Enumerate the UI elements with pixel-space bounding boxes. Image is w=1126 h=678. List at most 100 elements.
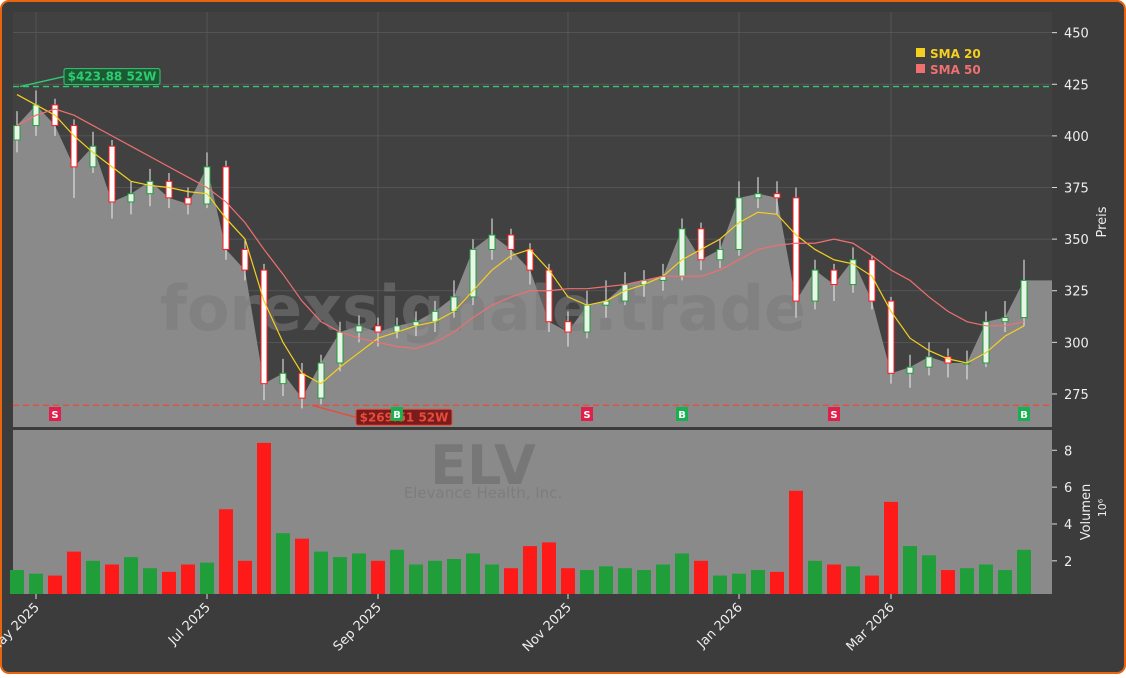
- ticker-watermark: ELV: [430, 434, 536, 497]
- volume-bar: [371, 560, 385, 594]
- signal-box: [676, 407, 688, 421]
- volume-bar: [656, 564, 670, 594]
- candle-body: [298, 372, 306, 399]
- volume-bar: [732, 573, 746, 594]
- candle-body: [317, 362, 325, 399]
- candle-body: [678, 228, 686, 277]
- signal-label: B: [678, 410, 686, 421]
- candle-body: [621, 284, 629, 302]
- candle-body: [203, 166, 211, 205]
- y-tick-label: 350: [1064, 233, 1089, 248]
- volume-bar: [409, 564, 423, 594]
- candle-body: [583, 304, 591, 333]
- watermark: forexsignale.trade: [160, 272, 806, 345]
- candle-body: [260, 269, 268, 385]
- volume-bar: [124, 557, 138, 594]
- volume-bar: [447, 558, 461, 594]
- volume-bar: [428, 560, 442, 594]
- level-arrow: [311, 404, 357, 419]
- volume-bar: [884, 501, 898, 594]
- candle-body: [279, 372, 287, 385]
- signal-box: [49, 407, 61, 421]
- level-label: $269.51 52W: [360, 410, 449, 424]
- candle-body: [222, 166, 230, 250]
- legend-swatch: [916, 64, 925, 73]
- volume-bar: [219, 509, 233, 594]
- signal-label: S: [51, 410, 58, 421]
- candle-body: [13, 125, 21, 141]
- legend-label: SMA 50: [930, 63, 981, 77]
- volume-bar: [713, 575, 727, 594]
- volume-bar: [504, 568, 518, 594]
- volume-bar: [637, 570, 651, 594]
- volume-tick-label: 4: [1064, 518, 1072, 533]
- candle-body: [1001, 317, 1009, 323]
- candle-body: [697, 228, 705, 261]
- candle-body: [982, 321, 990, 364]
- signal-label: B: [1020, 410, 1028, 421]
- candle-body: [127, 193, 135, 203]
- volume-bar: [162, 571, 176, 594]
- candle-body: [146, 180, 154, 195]
- y-tick-label: 300: [1064, 336, 1089, 351]
- volume-tick-label: 2: [1064, 555, 1072, 570]
- volume-tick-label: 8: [1064, 444, 1072, 459]
- candle-body: [716, 248, 724, 261]
- candle-body: [849, 259, 857, 286]
- candle-body: [89, 145, 97, 168]
- volume-bar: [86, 560, 100, 594]
- volume-bar: [295, 538, 309, 594]
- candle-body: [887, 300, 895, 374]
- volume-bar: [979, 564, 993, 594]
- volume-bar: [618, 568, 632, 594]
- y-axis-label: Preis: [1095, 206, 1110, 237]
- sma-line: [16, 94, 1025, 385]
- volume-bar: [523, 546, 537, 594]
- volume-bar: [998, 570, 1012, 594]
- candle-body: [184, 197, 192, 205]
- candle-body: [336, 331, 344, 364]
- level-label: $423.88 52W: [68, 70, 157, 84]
- volume-bar: [770, 571, 784, 594]
- y-tick-label: 325: [1064, 285, 1089, 300]
- candle-body: [906, 366, 914, 374]
- signal-label: S: [830, 410, 837, 421]
- candle-body: [830, 269, 838, 286]
- volume-bar: [143, 568, 157, 594]
- legend-label: SMA 20: [930, 47, 981, 61]
- candle-body: [108, 145, 116, 203]
- volume-bar: [675, 553, 689, 594]
- volume-bar: [903, 546, 917, 594]
- candle-body: [792, 197, 800, 302]
- volume-bar: [846, 566, 860, 594]
- volume-bar: [105, 564, 119, 594]
- volume-bar: [542, 542, 556, 594]
- candle-body: [1020, 279, 1028, 319]
- candle-body: [165, 180, 173, 199]
- volume-bar: [580, 570, 594, 594]
- level-arrow: [19, 75, 65, 88]
- candle-body: [374, 325, 382, 333]
- candle-body: [811, 269, 819, 302]
- volume-bar: [1017, 549, 1031, 594]
- candle-body: [925, 356, 933, 368]
- signal-box: [391, 407, 403, 421]
- volume-axis-label: Volumen: [1079, 484, 1094, 541]
- volume-bar: [333, 557, 347, 594]
- y-tick-label: 450: [1064, 27, 1089, 42]
- volume-bar: [485, 564, 499, 594]
- candle-body: [507, 234, 515, 250]
- volume-bar: [238, 560, 252, 594]
- candle-body: [469, 248, 477, 298]
- volume-bar: [276, 533, 290, 594]
- volume-bar: [561, 568, 575, 594]
- volume-bar: [314, 551, 328, 594]
- company-watermark: Elevance Health, Inc.: [404, 484, 562, 502]
- candle-body: [773, 193, 781, 199]
- y-tick-label: 375: [1064, 181, 1089, 196]
- volume-bar: [67, 551, 81, 594]
- volume-bar: [10, 570, 24, 594]
- volume-bar: [181, 564, 195, 594]
- volume-tick-label: 6: [1064, 481, 1072, 496]
